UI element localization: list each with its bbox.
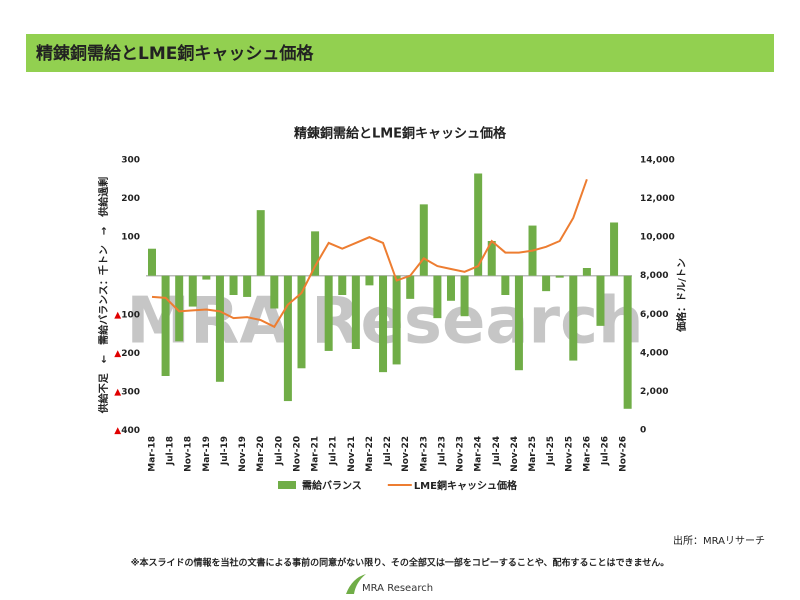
bar xyxy=(446,275,455,301)
x-tick-label: Mar-21 xyxy=(311,436,321,472)
bar xyxy=(351,275,360,349)
x-tick-label: Jul-26 xyxy=(601,436,611,466)
y2-axis-title: 価格：ドル/トン xyxy=(675,258,688,333)
bar xyxy=(460,275,469,317)
bar xyxy=(623,275,632,409)
bar xyxy=(433,275,442,319)
y2-tick-label: 4,000 xyxy=(640,348,668,358)
header-band xyxy=(26,34,774,72)
y2-tick-label: 6,000 xyxy=(640,310,668,320)
bar xyxy=(311,231,320,276)
y-tick-label: ▲200 xyxy=(114,348,140,358)
x-tick-label: Jul-21 xyxy=(329,436,339,466)
x-tick-label: Jul-23 xyxy=(437,436,447,466)
y2-tick-label: 8,000 xyxy=(640,271,668,281)
bar xyxy=(555,275,564,278)
y-tick-label: ▲400 xyxy=(114,426,140,436)
x-tick-label: Mar-25 xyxy=(528,436,538,472)
y-tick-label: 100 xyxy=(121,233,140,243)
x-tick-label: Nov-22 xyxy=(401,436,411,472)
bar xyxy=(283,275,292,402)
y2-tick-label: 2,000 xyxy=(640,387,668,397)
source: 出所：MRAリサーチ xyxy=(673,534,765,547)
bar xyxy=(202,275,211,280)
x-tick-label: Mar-19 xyxy=(202,436,212,472)
x-tick-label: Jul-24 xyxy=(492,436,502,466)
y2-tick-label: 10,000 xyxy=(640,233,675,243)
x-tick-label: Mar-22 xyxy=(365,436,375,472)
bar xyxy=(256,210,265,276)
bar xyxy=(582,268,591,276)
bar xyxy=(161,275,170,376)
bar xyxy=(542,275,551,292)
bar xyxy=(297,275,306,369)
disclaimer: ※本スライドの情報を当社の文書による事前の同意がない限り、その全部又は一部をコピ… xyxy=(131,557,670,569)
logo: MRA Research xyxy=(362,583,433,594)
legend-swatch xyxy=(278,481,296,489)
x-tick-label: Nov-25 xyxy=(564,436,574,472)
header-title: 精錬銅需給とLME銅キャッシュ価格 xyxy=(36,43,314,64)
x-tick-label: Mar-18 xyxy=(148,436,158,472)
y2-tick-label: 12,000 xyxy=(640,194,675,204)
bar xyxy=(243,275,252,297)
x-tick-label: Nov-20 xyxy=(292,436,302,472)
x-tick-label: Mar-26 xyxy=(582,436,592,472)
y-tick-label: 200 xyxy=(121,194,140,204)
chart-title: 精錬銅需給とLME銅キャッシュ価格 xyxy=(294,126,507,142)
bar xyxy=(610,222,619,276)
x-tick-label: Jul-20 xyxy=(274,436,284,466)
bar xyxy=(392,275,401,365)
x-tick-label: Jul-18 xyxy=(166,436,176,466)
bar xyxy=(596,275,605,326)
x-tick-label: Nov-19 xyxy=(238,436,248,472)
bar xyxy=(215,275,224,382)
x-tick-label: Nov-23 xyxy=(456,436,466,472)
bar xyxy=(501,275,510,295)
bar xyxy=(188,275,197,307)
bar xyxy=(175,275,184,342)
x-tick-label: Nov-24 xyxy=(510,436,520,472)
bar xyxy=(474,173,483,276)
y2-tick-label: 0 xyxy=(640,426,646,436)
bar xyxy=(487,241,496,276)
x-tick-label: Mar-23 xyxy=(419,436,429,472)
x-tick-label: Nov-18 xyxy=(184,436,194,472)
y-tick-label: 300 xyxy=(121,156,140,166)
x-tick-label: Jul-25 xyxy=(546,436,556,466)
y2-tick-label: 14,000 xyxy=(640,156,675,166)
bar xyxy=(338,275,347,295)
price-line xyxy=(151,178,588,329)
x-tick-label: Mar-20 xyxy=(256,436,266,472)
bar xyxy=(365,275,374,286)
y-axis-title: 供給不足 ← 需給バランス：千トン → 供給過剰 xyxy=(97,177,110,415)
bar xyxy=(406,275,415,299)
x-tick-label: Nov-26 xyxy=(619,436,629,472)
x-tick-label: Mar-24 xyxy=(474,436,484,472)
bar xyxy=(270,275,279,309)
bar xyxy=(324,275,333,351)
bar xyxy=(148,248,156,276)
x-tick-label: Jul-19 xyxy=(220,436,230,466)
logo-icon xyxy=(346,574,366,594)
bar xyxy=(229,275,238,295)
x-tick-label: Jul-22 xyxy=(383,436,393,466)
y-tick-label: ▲100 xyxy=(114,310,140,320)
bar xyxy=(379,275,388,373)
x-tick-label: Nov-21 xyxy=(347,436,357,472)
legend-label: LME銅キャッシュ価格 xyxy=(414,479,518,492)
bar xyxy=(419,204,428,276)
bar xyxy=(569,275,578,361)
bar xyxy=(514,275,523,371)
legend-label: 需給バランス xyxy=(302,479,362,492)
y-tick-label: ▲300 xyxy=(114,387,140,397)
